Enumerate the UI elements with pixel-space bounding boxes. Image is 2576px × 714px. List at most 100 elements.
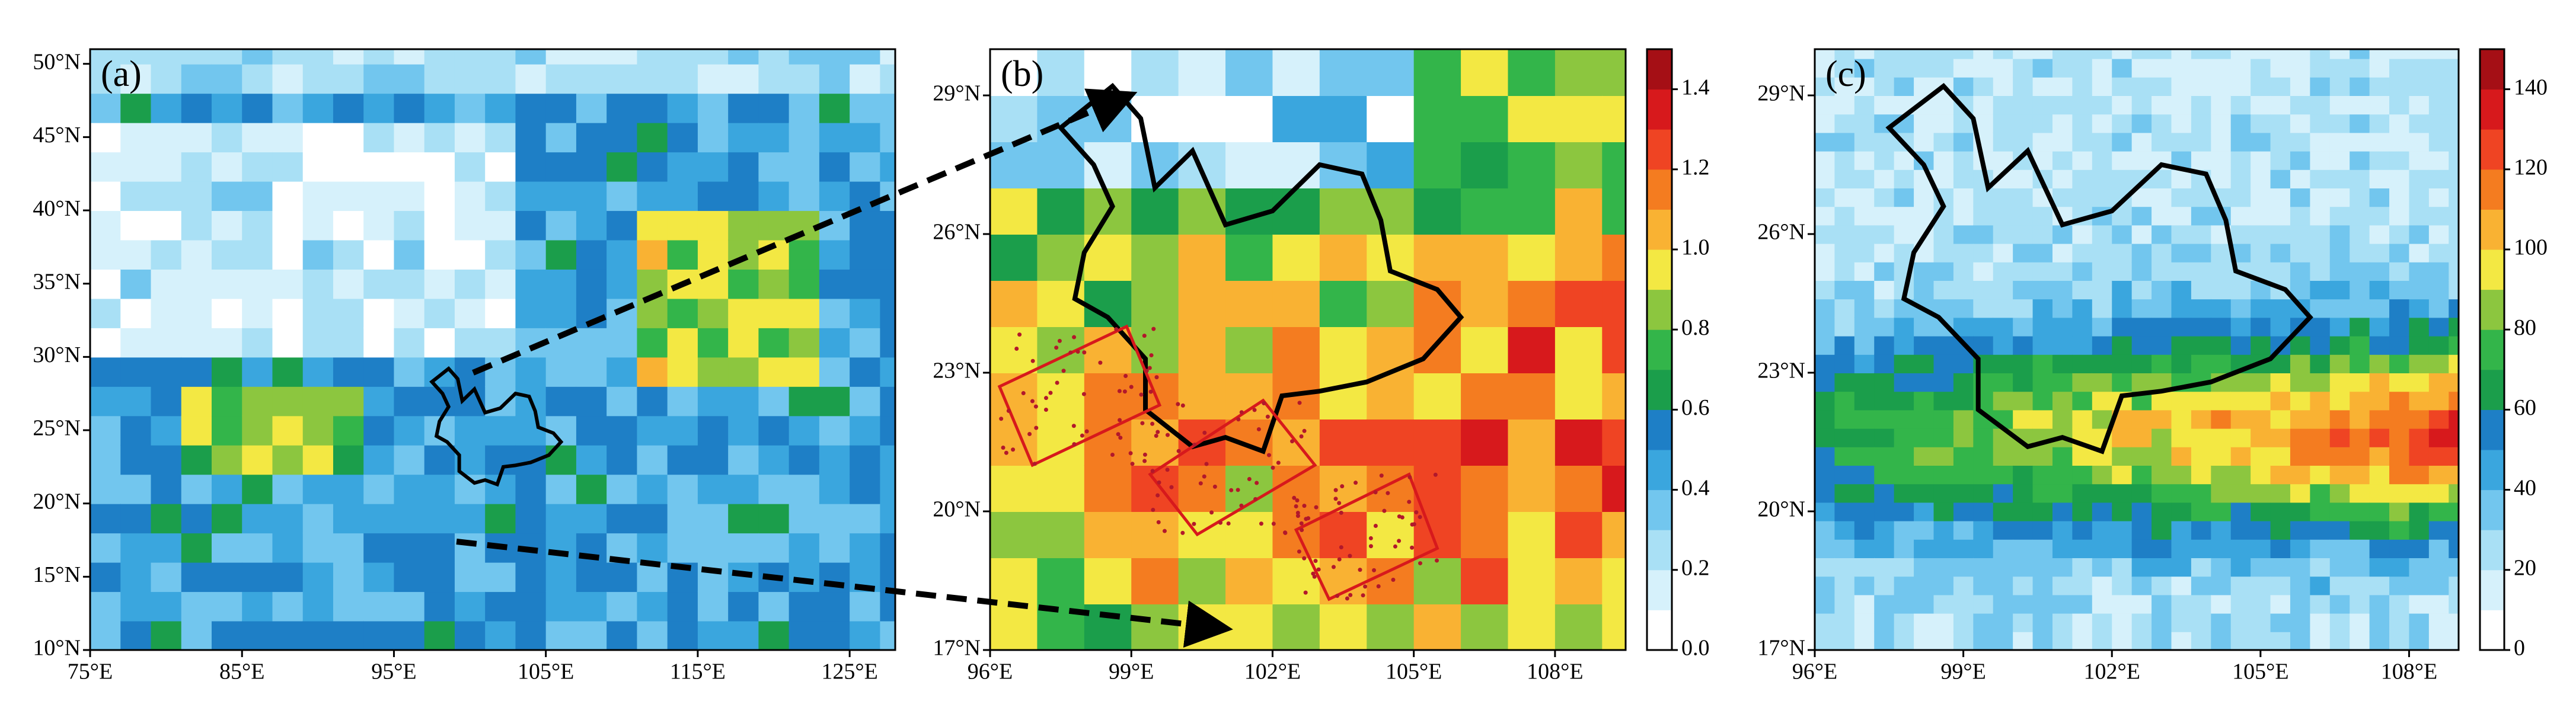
grid-cell (2409, 594, 2430, 614)
grid-cell (2449, 206, 2459, 226)
grid-cell (2270, 594, 2291, 614)
grid-cell (789, 268, 820, 299)
grid-cell (576, 63, 608, 94)
grid-cell (2013, 354, 2034, 373)
grid-cell (2290, 49, 2311, 59)
grid-cell (2310, 243, 2331, 262)
grid-cell (2449, 576, 2459, 595)
grid-cell (363, 327, 395, 358)
grid-cell (2449, 58, 2459, 78)
grid-cell (1854, 151, 1875, 170)
grid-cell (272, 562, 304, 593)
grid-cell (545, 533, 577, 563)
fire-point (1169, 485, 1174, 489)
fire-point (1192, 443, 1197, 447)
grid-cell (2251, 317, 2271, 337)
grid-cell (272, 357, 304, 387)
grid-cell (242, 533, 273, 563)
grid-cell (1413, 558, 1462, 604)
colorbar-tick-label: 0 (2514, 636, 2525, 661)
grid-cell (1874, 206, 1895, 226)
grid-cell (2409, 317, 2430, 337)
grid-cell (394, 181, 425, 212)
grid-cell (1834, 299, 1855, 318)
grid-cell (2329, 613, 2351, 632)
grid-cell (2428, 49, 2450, 59)
grid-cell (1554, 558, 1603, 604)
grid-cell (242, 49, 273, 65)
grid-cell (819, 181, 851, 212)
grid-cell (1178, 142, 1227, 188)
grid-cell (2409, 132, 2430, 152)
fire-point (1295, 514, 1300, 518)
grid-cell (211, 181, 243, 212)
grid-cell (2211, 576, 2232, 595)
province-outline (1057, 82, 1464, 454)
fire-point (1292, 495, 1297, 500)
grid-cell (2171, 613, 2192, 632)
grid-cell (607, 357, 638, 387)
grid-cell (545, 152, 577, 182)
grid-cell (1834, 151, 1855, 170)
grid-cell (1834, 76, 1855, 96)
grid-cell (1602, 280, 1626, 327)
grid-cell (1854, 261, 1875, 281)
grid-cell (2290, 484, 2311, 503)
grid-cell (2171, 520, 2192, 540)
grid-cell (2329, 261, 2351, 281)
grid-cell (1815, 558, 1836, 577)
grid-cell (2290, 576, 2311, 595)
grid-cell (120, 327, 152, 358)
grid-cell (2230, 613, 2252, 632)
grid-cell (2310, 428, 2331, 447)
grid-cell (454, 591, 486, 622)
grid-cell (1914, 446, 1935, 466)
grid-cell (2191, 391, 2212, 411)
grid-cell (2072, 502, 2093, 521)
grid-cell (2428, 428, 2450, 447)
grid-cell (363, 122, 395, 153)
fire-point (1021, 391, 1026, 396)
grid-cell (2449, 188, 2459, 207)
colorbar-tick-label: 0.2 (1681, 556, 1710, 581)
grid-cell (2230, 484, 2252, 503)
grid-cell (2329, 539, 2351, 558)
grid-cell (697, 93, 729, 123)
fire-point (1290, 439, 1295, 444)
grid-cell (1894, 465, 1915, 485)
y-tick-label: 29°N (1757, 81, 1805, 106)
grid-cell (2310, 558, 2331, 577)
grid-cell (1508, 95, 1556, 142)
grid-cell (2409, 76, 2430, 96)
grid-cell (2350, 373, 2370, 392)
grid-cell (1993, 484, 2014, 503)
grid-cell (2131, 594, 2153, 614)
grid-cell (1319, 373, 1368, 420)
grid-cell (1894, 576, 1915, 595)
fire-point (1118, 436, 1123, 440)
grid-cell (2052, 114, 2073, 133)
grid-cell (1084, 558, 1132, 604)
grid-cell (2230, 132, 2252, 152)
grid-cell (485, 152, 516, 182)
grid-cell (2329, 169, 2351, 188)
grid-cell (1933, 225, 1954, 244)
grid-cell (333, 63, 365, 94)
grid-cell (2013, 58, 2034, 78)
grid-cell (272, 122, 304, 153)
grid-cell (2013, 558, 2034, 577)
grid-cell (1554, 280, 1603, 327)
grid-cell (2310, 261, 2331, 281)
grid-cell (2131, 76, 2153, 96)
grid-cell (1854, 132, 1875, 152)
grid-cell (1993, 373, 2014, 392)
fire-point (1027, 432, 1032, 437)
grid-cell (1815, 631, 1836, 650)
grid-cell (2310, 409, 2331, 429)
x-tick-label: 95°E (371, 659, 416, 684)
grid-cell (2310, 465, 2331, 485)
grid-cell (1953, 465, 1974, 485)
grid-cell (1834, 95, 1855, 115)
fire-point (1226, 521, 1231, 526)
fire-point (1017, 332, 1022, 337)
